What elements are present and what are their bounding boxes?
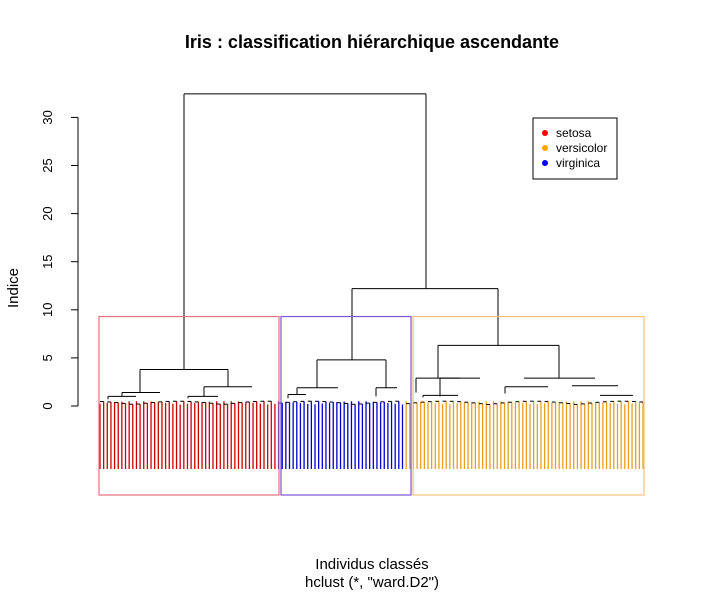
x-axis-sublabel: hclust (*, "ward.D2") (305, 574, 439, 591)
y-tick-label: 25 (40, 158, 55, 172)
cluster-box-3 (412, 315, 645, 496)
legend-swatch (542, 160, 548, 166)
legend-label: virginica (556, 156, 600, 170)
cluster-box-1 (98, 315, 280, 496)
chart-title: Iris : classification hiérarchique ascen… (185, 32, 559, 52)
tree-branches (107, 93, 633, 400)
y-tick-label: 0 (40, 402, 55, 409)
y-tick-label: 10 (40, 303, 55, 317)
cluster-boxes (98, 315, 645, 496)
y-tick-label: 5 (40, 354, 55, 361)
y-axis: 0 5 10 15 20 25 30 (40, 110, 79, 410)
legend-swatch (542, 130, 548, 136)
legend-label: versicolor (556, 141, 607, 155)
y-tick-label: 30 (40, 110, 55, 124)
cluster-box-2 (280, 315, 412, 496)
legend-swatch (542, 145, 548, 151)
x-axis-label: Individus classés (315, 556, 428, 573)
y-tick-label: 20 (40, 206, 55, 220)
y-tick-label: 15 (40, 254, 55, 268)
leaf-branches (99, 400, 644, 469)
legend-label: setosa (556, 126, 592, 140)
y-axis-label: Indice (5, 268, 22, 308)
